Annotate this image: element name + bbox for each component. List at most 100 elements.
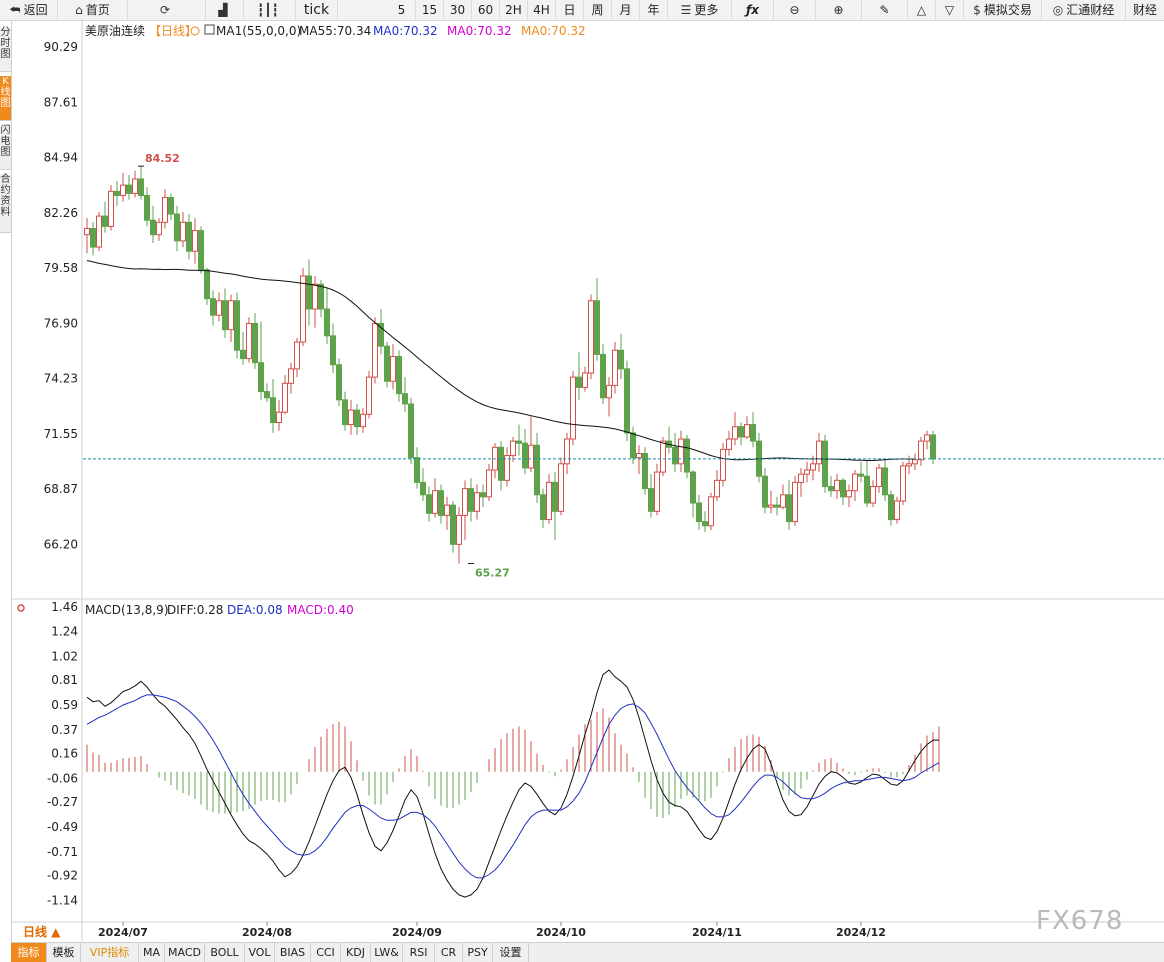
candle-body-54 [408,403,414,459]
candle-body-141 [930,434,936,460]
zoom-out-button[interactable]: ⊖ [774,0,816,20]
indicator-tab-13[interactable]: PSY [463,943,493,962]
zoom-out-icon: ⊖ [789,3,800,17]
indicator-tab-4[interactable]: MACD [165,943,205,962]
indicator-tab-5[interactable]: BOLL [205,943,245,962]
candle-body-87 [606,384,612,399]
x-tick-label-0: 2024/07 [98,926,148,939]
candle-body-80 [564,438,570,465]
pencil-icon: ✎ [879,3,890,17]
candle-body-115 [774,504,780,508]
period-indicator[interactable]: 日线 ▲ [23,925,61,939]
macd-y-tick-10: -0.71 [47,845,78,859]
back-button[interactable]: ⮪ 返回 [0,0,58,20]
candle-body-93 [642,453,648,490]
indicator-tab-0[interactable]: 指标 [11,943,47,962]
indicator-tab-7[interactable]: BIAS [275,943,311,962]
candles [84,166,936,564]
candle-chart-button[interactable]: ┇┃┇ [244,0,296,20]
candle-body-107 [726,438,732,450]
period-button-6[interactable]: 日 [556,0,584,20]
side-tab-contract[interactable]: 合约资料 [0,174,11,233]
indicator-tab-2[interactable]: VIP指标 [81,943,139,962]
period-button-2[interactable]: 30 [444,0,472,20]
candle-body-90 [624,368,630,434]
candle-body-61 [450,504,456,545]
candle-body-1 [90,227,96,248]
indicator-tab-8[interactable]: CCI [311,943,341,962]
macd-y-tick-12: -1.14 [47,894,78,908]
candle-body-35 [294,341,300,370]
fx678-button[interactable]: ◎ 汇通财经 [1042,0,1126,20]
tick-button[interactable]: tick [296,0,338,20]
candle-body-117 [786,494,792,523]
sim-trade-button[interactable]: $ 模拟交易 [964,0,1042,20]
macd-y-tick-3: 0.81 [51,673,78,687]
candle-body-103 [702,521,708,527]
indicator-tab-14[interactable]: 设置 [493,943,529,962]
candle-body-39 [318,283,324,310]
arrow-down-button[interactable]: ▽ [936,0,964,20]
indicator-tab-10[interactable]: LW& [371,943,403,962]
candle-body-24 [228,300,234,331]
candle-body-49 [378,322,384,347]
period-button-8[interactable]: 月 [612,0,640,20]
candle-body-131 [870,486,876,504]
candle-body-136 [900,465,906,502]
candle-body-65 [474,492,480,512]
candle-body-134 [888,494,894,521]
candle-body-12 [156,221,162,236]
formula-button[interactable]: ƒx [732,0,774,20]
candle-body-94 [648,488,654,512]
side-tab-kline[interactable]: K线图 [0,76,11,121]
period-button-3[interactable]: 60 [472,0,500,20]
candle-body-72 [516,440,522,444]
zoom-in-button[interactable]: ⊕ [816,0,862,20]
macd-y-tick-7: -0.06 [47,772,78,786]
home-button[interactable]: ⌂ 首页 [58,0,128,20]
candle-body-82 [576,376,582,388]
indicator-tab-6[interactable]: VOL [245,943,275,962]
period-button-1[interactable]: 15 [416,0,444,20]
period-button-0[interactable]: 5 [388,0,416,20]
refresh-button[interactable]: ⟳ [128,0,206,20]
indicator-tabs: 指标 模板 VIP指标 MA MACD BOLL VOL BIAS CCI KDJ LW& RSI CR… [11,942,1164,962]
indicator-tab-1[interactable]: 模板 [47,943,81,962]
candle-body-75 [534,444,540,496]
main-y-tick-8: 68.87 [44,482,78,496]
side-tab-flash[interactable]: 闪电图 [0,125,11,170]
candle-body-52 [396,355,402,395]
x-tick-label-3: 2024/10 [536,926,586,939]
main-y-tick-6: 74.23 [44,372,78,386]
indicator-tab-12[interactable]: CR [435,943,463,962]
indicator-tab-9[interactable]: KDJ [341,943,371,962]
symbol-label: 美原油连续 [85,23,145,38]
period-button-9[interactable]: 年 [640,0,668,20]
candle-body-20 [204,269,210,300]
main-y-tick-0: 90.29 [44,40,78,54]
draw-button[interactable]: ✎ [862,0,908,20]
period-button-7[interactable]: 周 [584,0,612,20]
more-button[interactable]: ☰ 更多 [668,0,732,20]
candle-body-137 [906,463,912,467]
finance-button[interactable]: 财经 [1132,3,1157,17]
candle-body-29 [258,362,264,393]
period-button-4[interactable]: 2H [500,0,528,20]
macd-y-tick-6: 0.16 [51,747,78,761]
candle-body-18 [192,230,198,252]
side-tab-timeshare[interactable]: 分时图 [0,27,11,72]
candle-body-71 [510,440,516,457]
macd-legend: MACD(13,8,9)DIFF:0.28 DEA:0.08 MACD:0.40 [17,603,354,617]
indicator-tab-3[interactable]: MA [139,943,165,962]
arrow-up-button[interactable]: △ [908,0,936,20]
indicator-tab-11[interactable]: RSI [403,943,435,962]
candle-body-124 [828,486,834,492]
macd-settings-icon [17,604,25,612]
period-button-5[interactable]: 4H [528,0,556,20]
period-label: 【日线】 [149,24,197,38]
bar-chart-button[interactable]: ▟ [206,0,244,20]
watermark: FX678 [1036,906,1124,936]
candle-body-28 [252,322,258,364]
macd-hist-label: MACD:0.40 [287,603,354,617]
